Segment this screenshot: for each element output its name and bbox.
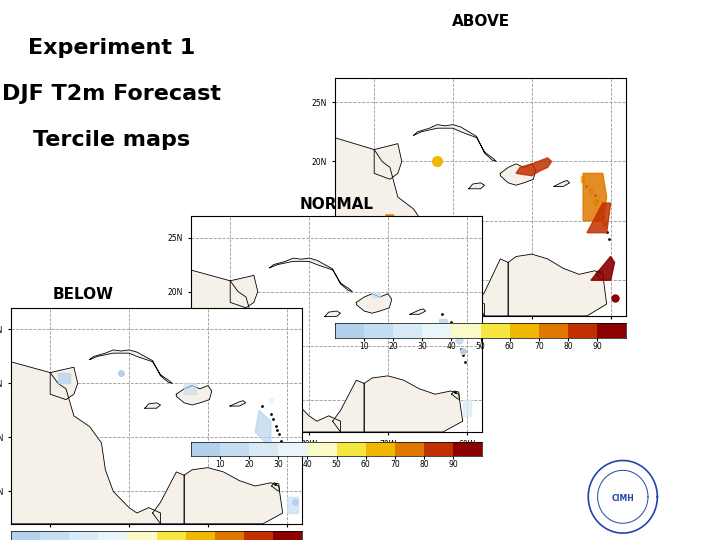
Bar [40,531,69,540]
Polygon shape [269,258,352,292]
Polygon shape [516,158,552,176]
Bar [454,442,482,456]
Bar [364,323,393,338]
Polygon shape [508,254,607,316]
Bar [568,323,598,338]
Bar [99,531,127,540]
Bar [274,531,302,540]
Polygon shape [413,125,496,161]
Polygon shape [287,497,299,513]
Bar [215,531,244,540]
Text: DJF T2m Forecast: DJF T2m Forecast [2,84,221,104]
Polygon shape [271,483,279,491]
Polygon shape [583,173,607,221]
Bar [157,531,186,540]
Polygon shape [153,472,184,524]
Polygon shape [89,350,172,383]
Polygon shape [463,400,471,416]
Polygon shape [554,180,570,186]
Polygon shape [469,183,485,189]
Polygon shape [230,401,246,406]
Bar [393,323,422,338]
Bar [395,442,424,456]
Text: ABOVE: ABOVE [452,14,510,29]
Bar [186,531,215,540]
Text: Tercile maps: Tercile maps [33,130,190,150]
Bar [220,442,249,456]
Bar [335,323,364,338]
Bar [337,442,366,456]
Polygon shape [333,380,364,432]
Polygon shape [11,362,161,524]
Bar [249,442,279,456]
Polygon shape [451,391,459,400]
Polygon shape [191,270,341,432]
Polygon shape [410,309,426,314]
Polygon shape [50,367,78,400]
Text: NORMAL: NORMAL [300,197,374,212]
Polygon shape [325,311,341,316]
Polygon shape [364,376,463,432]
Polygon shape [382,215,394,227]
Bar [424,442,454,456]
Polygon shape [335,138,485,316]
Bar [598,323,626,338]
Polygon shape [594,199,598,205]
Bar [191,442,220,456]
Polygon shape [477,259,508,316]
Polygon shape [230,275,258,308]
Polygon shape [500,164,536,185]
Bar [127,531,157,540]
Bar [244,531,274,540]
Text: BELOW: BELOW [53,287,113,302]
Polygon shape [356,294,392,313]
Bar [69,531,98,540]
Bar [510,323,539,338]
Bar [279,442,307,456]
Bar [481,323,510,338]
Polygon shape [184,383,196,394]
Text: Experiment 1: Experiment 1 [28,38,195,58]
Polygon shape [176,386,212,405]
Polygon shape [599,211,602,217]
Text: CIMH: CIMH [611,494,634,503]
Polygon shape [255,410,271,448]
Bar [366,442,395,456]
Polygon shape [581,176,584,181]
Polygon shape [374,144,402,179]
Polygon shape [184,468,283,524]
Polygon shape [58,373,70,383]
Polygon shape [595,271,603,280]
Bar [422,323,451,338]
Polygon shape [588,187,592,193]
Polygon shape [145,403,161,408]
Polygon shape [591,256,615,280]
Polygon shape [372,292,380,297]
Bar [451,323,481,338]
Polygon shape [587,203,611,233]
Polygon shape [439,319,447,329]
Bar [307,442,337,456]
Bar [539,323,568,338]
Polygon shape [602,220,605,226]
Bar [11,531,40,540]
